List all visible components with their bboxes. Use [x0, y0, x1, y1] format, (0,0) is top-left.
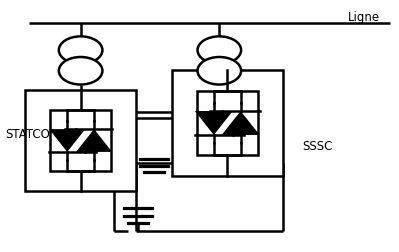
Circle shape	[198, 37, 241, 65]
Bar	[25, 91, 136, 191]
Bar	[172, 71, 283, 176]
Circle shape	[198, 58, 241, 85]
Polygon shape	[195, 112, 233, 135]
Polygon shape	[222, 112, 260, 135]
Text: Ligne: Ligne	[348, 11, 380, 24]
Circle shape	[59, 58, 103, 85]
Polygon shape	[49, 130, 85, 152]
Text: STATCOM: STATCOM	[5, 127, 60, 140]
Text: SSSC: SSSC	[302, 139, 333, 152]
Bar	[197, 92, 258, 155]
Bar	[50, 111, 111, 171]
Polygon shape	[76, 130, 112, 152]
Circle shape	[59, 37, 103, 65]
